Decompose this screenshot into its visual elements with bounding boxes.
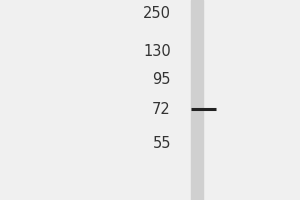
Text: 250: 250 (143, 5, 171, 21)
Text: 55: 55 (152, 136, 171, 152)
Text: 130: 130 (143, 44, 171, 58)
Text: 72: 72 (152, 102, 171, 116)
Bar (190, 0, 202, 200)
Text: 95: 95 (152, 72, 171, 86)
